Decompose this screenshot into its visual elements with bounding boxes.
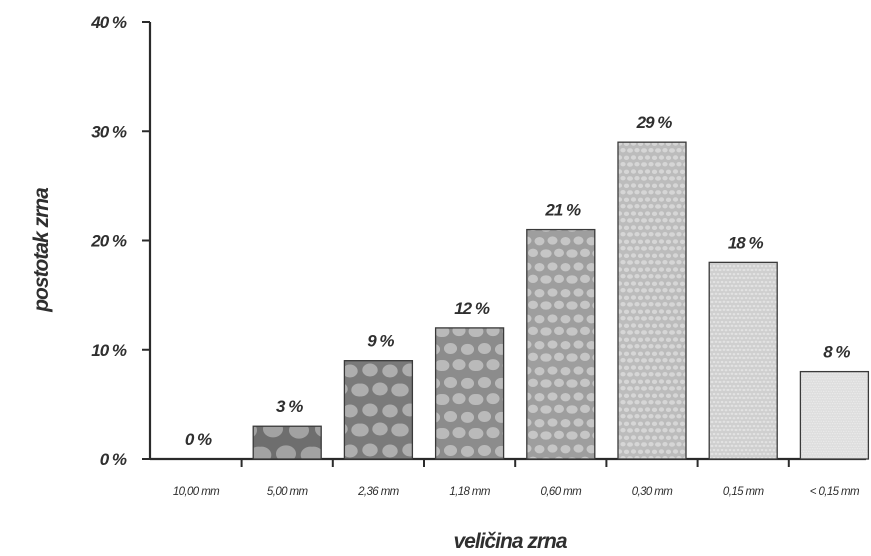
x-tick-label: 5,00 mm bbox=[267, 486, 309, 498]
y-tick-label: 0 % bbox=[100, 450, 127, 469]
x-tick-label: 0,30 mm bbox=[632, 486, 674, 498]
data-label: 21 % bbox=[544, 201, 581, 220]
x-tick-label: < 0,15 mm bbox=[810, 486, 860, 498]
bar-5 bbox=[526, 228, 596, 460]
data-label: 18 % bbox=[728, 233, 764, 252]
data-label: 29 % bbox=[636, 113, 673, 132]
x-tick-label: 2,36 mm bbox=[357, 486, 400, 498]
y-axis-title: postotak zrna bbox=[30, 187, 53, 313]
bar-4 bbox=[434, 327, 505, 460]
bar-6 bbox=[617, 141, 687, 460]
x-tick-label: 0,60 mm bbox=[541, 486, 583, 498]
data-label: 9 % bbox=[367, 332, 394, 351]
bar-2 bbox=[252, 425, 322, 460]
data-label: 8 % bbox=[823, 343, 850, 362]
bar-8 bbox=[799, 370, 870, 460]
bar-3 bbox=[343, 360, 414, 460]
y-tick-label: 40 % bbox=[90, 13, 127, 32]
data-label: 3 % bbox=[276, 397, 303, 416]
y-tick-label: 10 % bbox=[91, 341, 127, 360]
data-label: 0 % bbox=[185, 430, 212, 449]
x-tick-label: 10,00 mm bbox=[173, 486, 220, 498]
y-tick-label: 20 % bbox=[90, 232, 127, 251]
x-tick-label: 0,15 mm bbox=[723, 486, 765, 498]
x-axis-title: veličina zrna bbox=[453, 530, 567, 553]
x-tick-label: 1,18 mm bbox=[449, 486, 491, 498]
y-tick-label: 30 % bbox=[91, 122, 127, 141]
bar-7 bbox=[708, 261, 778, 460]
data-label: 12 % bbox=[454, 299, 490, 318]
